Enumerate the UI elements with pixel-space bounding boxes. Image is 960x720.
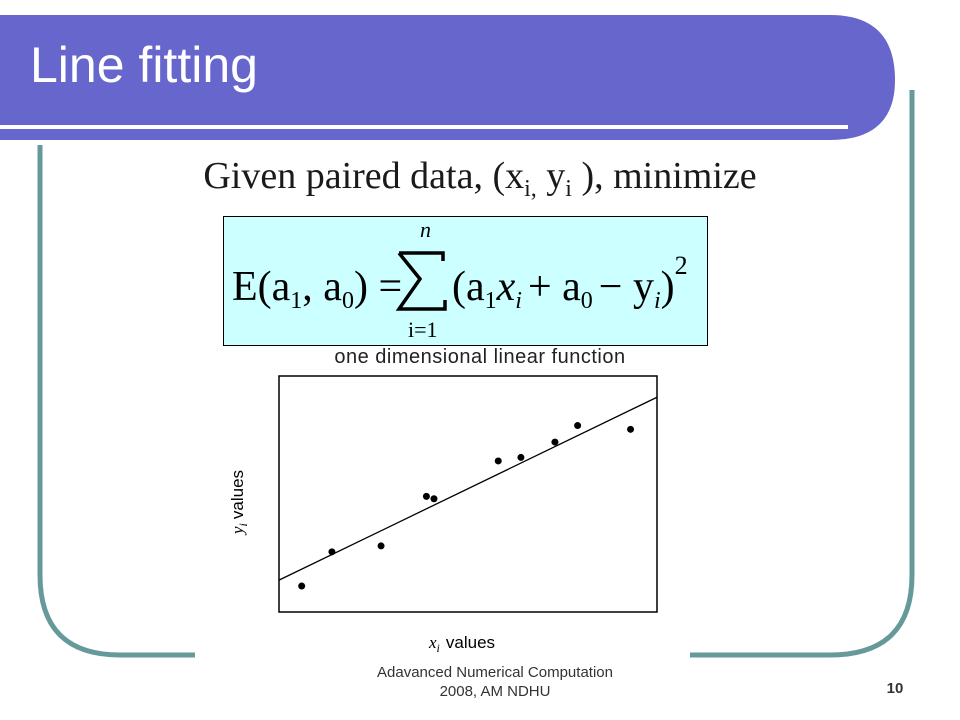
plot-frame [278, 375, 658, 613]
data-point-7 [517, 453, 525, 461]
data-point-1 [298, 582, 306, 590]
title-underline [0, 125, 848, 129]
x-axis-label: xi values [428, 633, 495, 655]
formula-lhs: E(a1, a0) = [232, 264, 402, 314]
footer-line-1: Adavanced Numerical Computation [377, 664, 613, 681]
plot-caption: one dimensional linear function [334, 346, 626, 368]
data-point-8 [551, 438, 559, 446]
sum-upper-limit: n [420, 217, 431, 242]
data-point-10 [627, 425, 635, 433]
data-point-5 [430, 495, 438, 503]
data-point-3 [377, 542, 385, 550]
data-point-2 [328, 548, 336, 556]
error-formula: E(a1, a0) = n i=1 (a1xi + a0− yi)2 [232, 217, 688, 342]
title-bar [0, 15, 895, 140]
y-axis-label: yivalues [228, 470, 250, 536]
frame-border [37, 90, 915, 658]
scatter-plot: xi values yivalues [228, 375, 658, 655]
slide-title: Line fitting [30, 37, 258, 93]
page-number: 10 [886, 680, 904, 697]
footer-text: Adavanced Numerical Computation 2008, AM… [330, 663, 660, 701]
sum-lower-limit: i=1 [408, 317, 438, 342]
data-point-9 [574, 422, 582, 430]
plot-marks [278, 396, 658, 590]
intro-sentence: Given paired data, (xi, yi ), minimize [203, 155, 757, 202]
error-formula-box: E(a1, a0) = n i=1 (a1xi + a0− yi)2 [223, 216, 708, 346]
fit-line [278, 396, 658, 581]
footer-line-2: 2008, AM NDHU [439, 683, 551, 700]
data-point-6 [494, 457, 502, 465]
data-point-4 [422, 492, 430, 500]
formula-term: (a1xi + a0− yi)2 [452, 251, 688, 314]
sigma-symbol [395, 251, 447, 311]
